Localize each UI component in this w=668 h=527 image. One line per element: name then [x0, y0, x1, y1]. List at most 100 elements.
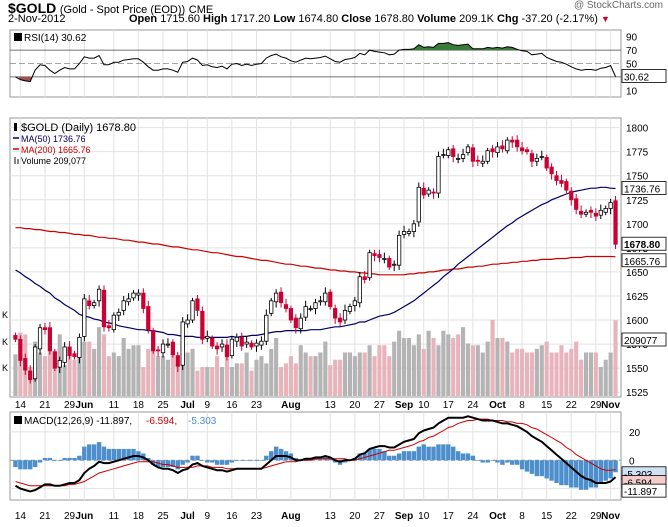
rsi-tick-label: 10 [626, 86, 638, 97]
legend-volume-swatch [14, 157, 16, 164]
volume-bar [111, 352, 116, 396]
macd-histogram-bar [32, 460, 38, 468]
macd-histogram-bar [175, 460, 180, 470]
macd-histogram-bar [455, 451, 461, 461]
candle-body [229, 338, 235, 357]
x-tick-label-bottom: 20 [349, 511, 361, 522]
macd-histogram-bar [91, 444, 97, 461]
volume-bar [190, 348, 195, 396]
candle-body [72, 353, 77, 357]
macd-histogram-bar [598, 460, 603, 483]
x-tick-label-bottom: 8 [519, 511, 525, 522]
volume-bar [254, 359, 259, 396]
low-label: Low [273, 13, 296, 25]
macd-histogram-bar [613, 460, 618, 473]
macd-histogram-bar [254, 460, 259, 461]
volume-bar [446, 334, 451, 396]
volume-bar [342, 352, 348, 396]
x-tick-label: Aug [281, 400, 300, 411]
volume-bar [239, 363, 244, 396]
candle-body [195, 298, 200, 311]
macd-histogram-bar [52, 460, 58, 461]
macd-signal-line [15, 418, 616, 487]
macd-histogram-bar [406, 451, 412, 461]
macd-histogram-bar [485, 460, 490, 463]
volume-bar [121, 338, 126, 396]
x-tick-label: 10 [418, 400, 430, 411]
chart-title: $GOLD (Gold - Spot Price (EOD)) CME [8, 0, 213, 16]
ma200-value-tag-box [621, 253, 667, 268]
volume-bar [170, 352, 175, 396]
rsi-legend: RSI(14) 30.62 [24, 33, 87, 44]
volume-bar [441, 330, 446, 396]
macd-tick-label: 20 [629, 428, 641, 439]
candle-body [510, 139, 515, 143]
candle-body [269, 300, 274, 314]
x-tick-label: Jul [180, 400, 195, 411]
volume-bar [411, 345, 416, 396]
volume-bar [520, 348, 525, 396]
macd-histogram-bar [273, 446, 279, 461]
macd-histogram-bar [111, 448, 117, 461]
volume-bar [323, 341, 328, 396]
volume-bar [510, 352, 515, 396]
macd-histogram-bar [534, 460, 540, 477]
macd-histogram-bar [234, 460, 240, 461]
macd-histogram-bar [396, 453, 402, 461]
candle-body [500, 145, 505, 150]
macd-histogram-bar [495, 460, 500, 463]
legend-main: $GOLD (Daily) 1678.80 [21, 122, 136, 134]
x-tick-label: 16 [226, 400, 238, 411]
price-tick-label: 1750 [626, 172, 649, 183]
quote-date: 2-Nov-2012 [8, 13, 66, 25]
candle-body [574, 198, 579, 210]
chg-value: -37.20 (-2.17%) [521, 13, 598, 25]
candle-body [28, 370, 33, 381]
candle-body [136, 292, 141, 296]
macd-histogram-bar [165, 460, 171, 468]
candle-body [13, 335, 18, 340]
candle-body [180, 321, 185, 366]
macd-histogram-bar [249, 460, 254, 461]
macd-histogram-bar [391, 455, 397, 461]
x-tick-label-bottom: 15 [541, 511, 553, 522]
macd-histogram-bar [588, 460, 594, 488]
volume-bar [279, 367, 284, 396]
macd-legend-label: MACD(12,26,9) -11.897, [24, 416, 132, 427]
macd-histogram-bar [160, 460, 166, 468]
candle-body [131, 292, 136, 299]
x-tick-label: 21 [39, 400, 51, 411]
x-tick-label: 9 [205, 400, 211, 411]
candle-body [495, 146, 500, 154]
volume-bar [500, 338, 505, 396]
candle-body [382, 258, 387, 260]
candle-body [52, 351, 57, 369]
exchange: CME [188, 4, 214, 16]
x-tick-label-bottom: 25 [157, 511, 169, 522]
volume-bar [42, 356, 48, 396]
macd-histogram-bar [549, 460, 554, 481]
volume-bar [72, 359, 77, 396]
candle-body [480, 160, 485, 164]
volume-bar [569, 348, 574, 396]
candle-body [387, 258, 392, 268]
x-tick-label: Jun [75, 400, 93, 411]
candle-body [57, 360, 62, 368]
rsi-value-tag: 30.62 [624, 72, 649, 83]
volume-bar [416, 334, 421, 396]
volume-label: Volume [417, 13, 457, 25]
macd-histogram-bar [583, 460, 589, 490]
rsi-line [15, 42, 616, 83]
candle-body [392, 263, 397, 266]
x-tick-label-bottom: Nov [601, 511, 620, 522]
candle-body [451, 148, 456, 157]
x-tick-label: 15 [541, 400, 553, 411]
macd-histogram-bar [37, 460, 43, 463]
candle-body [224, 344, 230, 357]
candle-body [583, 211, 589, 215]
volume-bar [406, 338, 412, 396]
candle-body [318, 300, 323, 303]
volume-bar [97, 327, 102, 396]
volume-bar [451, 338, 456, 396]
macd-histogram-bar [480, 460, 485, 463]
